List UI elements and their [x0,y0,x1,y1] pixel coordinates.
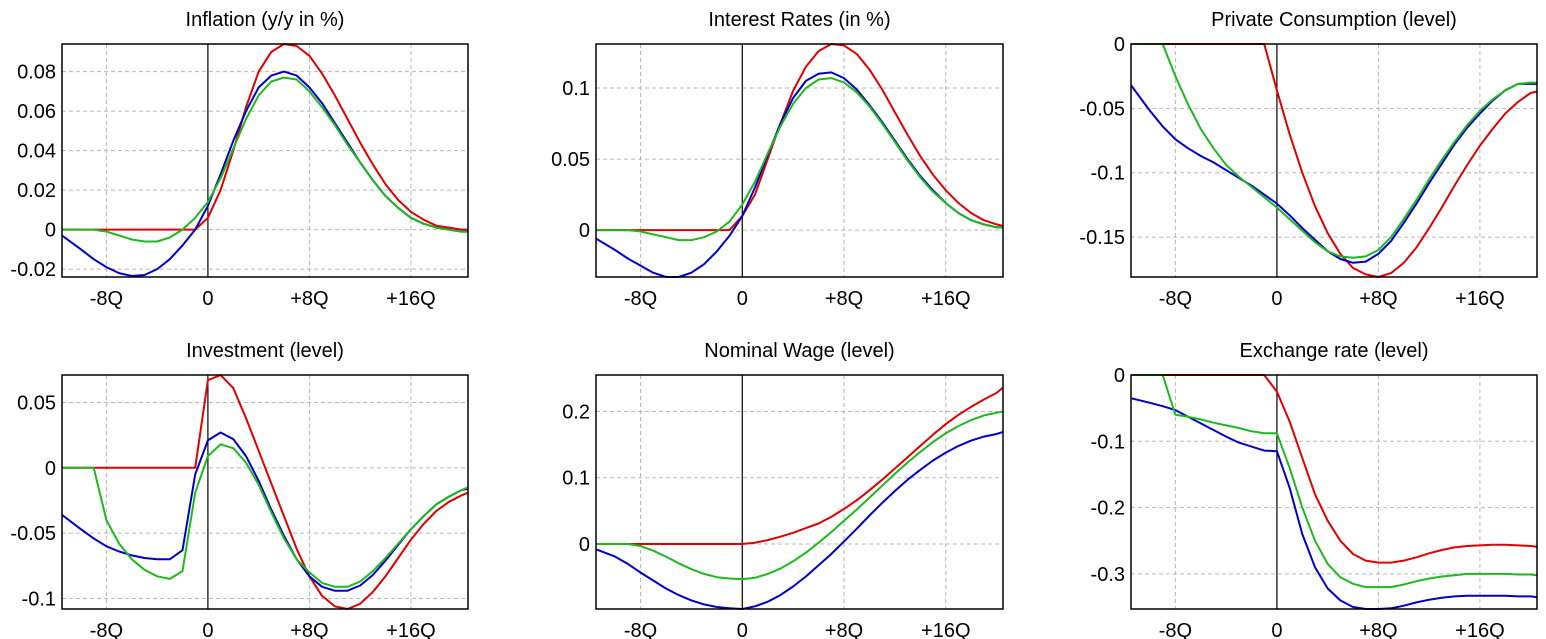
subplot-title: Private Consumption (level) [1211,9,1457,31]
x-tick-label: 0 [737,288,748,310]
x-tick-label: +16Q [921,288,970,310]
y-tick-label: 0 [579,534,590,556]
y-tick-label: 0 [45,220,56,242]
y-tick-label: 0.2 [562,401,590,423]
series-line-green [62,76,468,243]
x-tick-label: +16Q [386,288,435,310]
x-tick-label: -8Q [90,620,123,639]
series-line-blue [596,431,1003,610]
y-tick-label: 0 [1114,34,1125,56]
y-tick-label: 0 [45,458,56,480]
series-line-blue [62,431,468,592]
y-tick-label: 0.05 [17,392,56,414]
series-line-red [1131,43,1537,278]
subplot-5: Nominal Wage (level) 0 0.1 0.2 -8Q 0 +8Q +16Q [562,340,1004,639]
y-tick-label: 0 [1114,365,1125,387]
y-tick-label: 0.06 [17,101,56,123]
x-tick-label: -8Q [624,288,657,310]
y-tick-label: -0.05 [10,523,56,545]
x-tick-label: -8Q [1159,288,1192,310]
plot-frame [1130,43,1538,278]
subplot-3: Private Consumption (level) -0.15 -0.1 -0.0… [1079,9,1538,310]
series-line-green [1131,374,1537,589]
series-line-red [596,386,1003,545]
series-line-red [62,374,468,610]
x-tick-label: -8Q [624,620,657,639]
x-tick-label: +8Q [290,620,328,639]
y-tick-label: -0.15 [1079,227,1125,249]
x-tick-label: 0 [1271,620,1282,639]
x-tick-label: +8Q [825,620,863,639]
y-tick-label: 0.02 [17,180,56,202]
x-tick-label: 0 [202,288,213,310]
y-tick-label: -0.05 [1079,98,1125,120]
y-tick-label: -0.1 [1091,163,1125,185]
x-tick-label: +16Q [386,620,435,639]
y-tick-label: -0.3 [1091,564,1125,586]
series-line-green [1131,43,1537,259]
y-tick-label: 0.04 [17,141,56,163]
subplot-title: Exchange rate (level) [1240,340,1429,362]
series-line-blue [62,70,468,277]
series-line-red [596,43,1003,232]
x-tick-label: +8Q [1359,620,1397,639]
x-tick-label: +8Q [290,288,328,310]
y-tick-label: 0 [579,220,590,242]
subplot-title: Inflation (y/y in %) [186,9,345,31]
x-tick-label: -8Q [1159,620,1192,639]
series-line-blue [596,71,1003,278]
series-line-green [62,443,468,588]
x-tick-label: +16Q [1455,288,1504,310]
subplot-title: Nominal Wage (level) [704,340,894,362]
x-tick-label: -8Q [90,288,123,310]
y-tick-label: -0.1 [1091,431,1125,453]
y-tick-label: 0.08 [17,62,56,84]
x-tick-label: 0 [737,620,748,639]
plot-frame [1130,374,1538,610]
x-tick-label: 0 [1271,288,1282,310]
subplot-6: Exchange rate (level) -0.3 -0.2 -0.1 0 -8Q 0 +8… [1091,340,1538,639]
y-tick-label: 0.1 [562,78,590,100]
x-tick-label: 0 [202,620,213,639]
y-tick-label: 0.05 [551,149,590,171]
x-tick-label: +8Q [825,288,863,310]
subplot-2: Interest Rates (in %) 0 0.05 0.1 -8Q 0 +8Q +16Q [551,9,1004,310]
y-tick-label: -0.02 [10,259,56,281]
series-line-blue [1131,397,1537,610]
y-tick-label: 0.1 [562,468,590,490]
subplot-title: Investment (level) [186,340,344,362]
series-line-blue [1131,82,1537,264]
subplot-1: Inflation (y/y in %) -0.02 0 0.02 0.04 0.06 0.… [10,9,469,310]
series-line-red [62,43,468,231]
series-line-green [596,77,1003,242]
y-tick-label: -0.2 [1091,498,1125,520]
subplot-title: Interest Rates (in %) [708,9,890,31]
plot-frame [595,43,1004,278]
subplot-4: Investment (level) -0.1 -0.05 0 0.05 -8Q 0 +8Q +… [10,340,469,639]
x-tick-label: +8Q [1359,288,1397,310]
series-line-green [596,410,1003,581]
x-tick-label: +16Q [1455,620,1504,639]
x-tick-label: +16Q [921,620,970,639]
plot-frame [61,43,469,278]
y-tick-label: -0.1 [22,589,56,611]
plot-frame [595,374,1004,610]
plot-frame [61,374,469,610]
series-line-red [1131,374,1537,564]
